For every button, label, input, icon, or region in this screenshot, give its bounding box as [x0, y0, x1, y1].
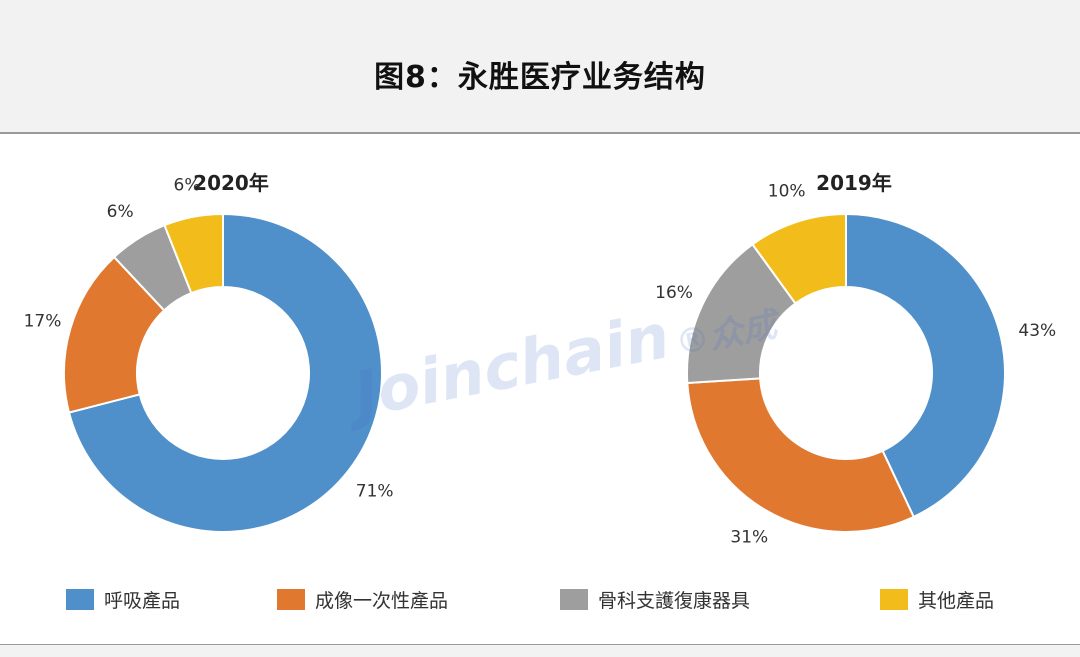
slice-label: 43% — [1018, 321, 1056, 341]
legend-swatch — [66, 589, 94, 610]
figure-header: 图8：永胜医疗业务结构 — [0, 0, 1080, 134]
legend-swatch — [880, 589, 908, 610]
legend-item-3: 其他產品 — [880, 586, 994, 613]
legend-label: 成像一次性產品 — [315, 590, 449, 612]
donut-slice — [67, 212, 383, 533]
donut-slice — [751, 212, 847, 305]
legend-label: 呼吸產品 — [104, 590, 181, 612]
legend-item-2: 骨科支護復康器具 — [560, 586, 750, 613]
chart-title: 2019年 — [816, 171, 892, 195]
legend-item-0: 呼吸產品 — [66, 586, 180, 613]
chart-title: 2020年 — [193, 171, 269, 195]
donut-slice — [845, 212, 1006, 519]
bottom-rule — [0, 644, 1080, 657]
slice-label: 6% — [107, 202, 134, 222]
slice-label: 31% — [730, 528, 768, 548]
legend-label: 其他產品 — [918, 590, 995, 612]
donut-slice — [63, 255, 166, 414]
slice-label: 17% — [24, 312, 62, 332]
donut-slice — [686, 377, 916, 533]
figure-title: 图8：永胜医疗业务结构 — [374, 60, 706, 95]
slice-label: 6% — [174, 175, 201, 195]
legend-swatch — [277, 589, 305, 610]
legend-item-1: 成像一次性產品 — [277, 586, 448, 613]
legend-swatch — [560, 589, 588, 610]
slice-label: 16% — [655, 283, 693, 303]
donut-slice — [163, 212, 224, 295]
slice-label: 10% — [768, 181, 806, 201]
legend-label: 骨科支護復康器具 — [598, 590, 751, 612]
slice-label: 71% — [356, 482, 394, 502]
